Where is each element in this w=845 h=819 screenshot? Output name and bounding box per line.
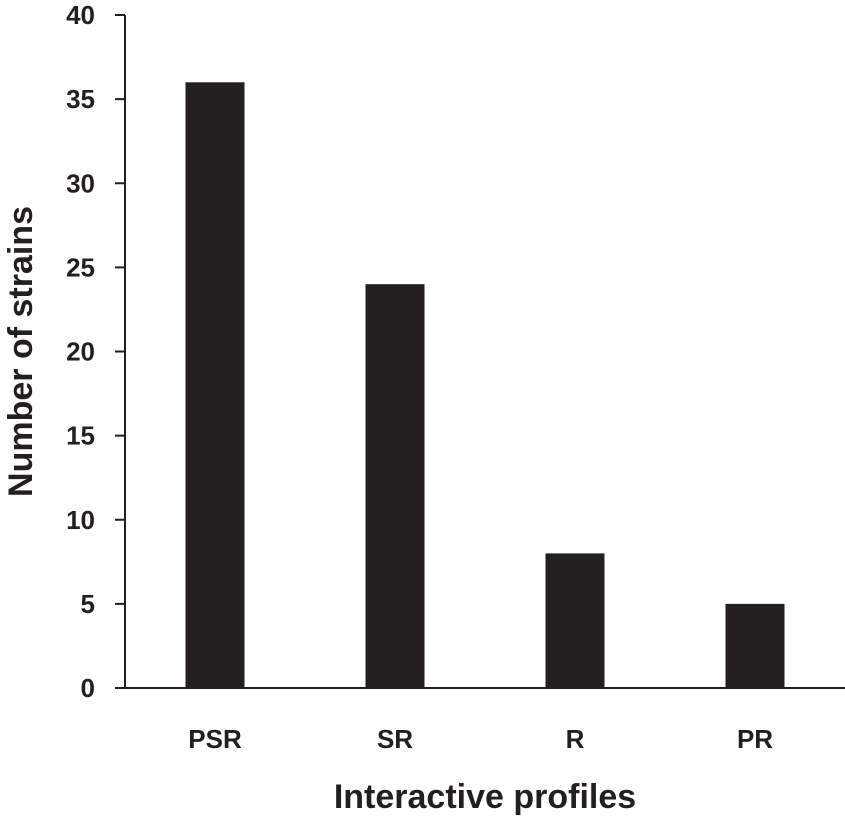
y-tick-label: 15 (66, 421, 95, 451)
x-axis-title: Interactive profiles (334, 778, 636, 816)
bar-pr (725, 603, 785, 688)
bar-sr (365, 284, 425, 688)
x-tick-label: R (566, 724, 585, 754)
x-tick-label: PR (737, 724, 773, 754)
y-axis-title: Number of strains (2, 206, 40, 497)
y-axis-ticks: 0 5 10 15 20 25 30 35 40 (66, 0, 125, 703)
y-tick-label: 40 (66, 0, 95, 30)
y-tick-label: 30 (66, 168, 95, 198)
x-tick-label: PSR (188, 724, 242, 754)
y-tick-label: 5 (81, 589, 95, 619)
bar-r (545, 553, 605, 688)
y-tick-label: 0 (81, 673, 95, 703)
bar-psr (185, 82, 245, 689)
y-tick-label: 35 (66, 84, 95, 114)
y-tick-label: 10 (66, 505, 95, 535)
x-axis-ticks: PSR SR R PR (188, 724, 773, 754)
bar-group (185, 82, 785, 689)
x-tick-label: SR (377, 724, 413, 754)
y-tick-label: 25 (66, 252, 95, 282)
y-tick-label: 20 (66, 337, 95, 367)
